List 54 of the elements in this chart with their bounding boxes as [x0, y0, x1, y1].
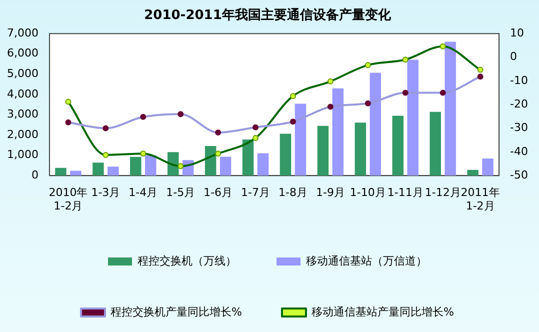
legend-label: 程控交换机产量同比增长%	[110, 305, 242, 318]
bar	[444, 42, 456, 176]
bar	[242, 139, 254, 176]
bar	[280, 134, 292, 176]
bar	[430, 112, 441, 176]
x-tick-label: 1-9月	[316, 186, 345, 200]
y-tick-label: 1,000	[6, 148, 38, 162]
bar	[317, 126, 329, 176]
bar	[467, 170, 478, 176]
bar	[370, 72, 382, 176]
x-tick-label: 1-6月	[204, 186, 233, 200]
legend-label: 程控交换机（万线）	[138, 254, 236, 268]
bar	[332, 88, 344, 176]
bar	[220, 156, 232, 176]
bar	[482, 158, 494, 176]
x-tick-label: 1-11月	[387, 186, 424, 200]
bar	[108, 166, 119, 176]
bar	[407, 60, 418, 176]
bar	[294, 104, 306, 176]
x-tick-label: 1-10月	[350, 186, 386, 200]
y2-tick-label: -50	[510, 168, 528, 182]
legend-label: 移动通信基站（万信道）	[306, 254, 427, 268]
bar	[145, 155, 156, 176]
y-tick-label: 4,000	[6, 87, 38, 100]
y2-tick-label: 10	[510, 26, 524, 40]
bar	[130, 156, 142, 176]
bar	[354, 122, 366, 176]
x-tick-label: 1-4月	[128, 186, 158, 200]
y-tick-label: 0	[31, 168, 38, 182]
y-tick-label: 3,000	[6, 108, 38, 121]
bar	[257, 153, 269, 176]
y-tick-label: 5,000	[6, 67, 38, 80]
y2-tick-label: -40	[510, 144, 528, 158]
bar	[392, 116, 404, 176]
y2-tick-label: 0	[510, 50, 518, 64]
y2-tick-label: -20	[510, 97, 528, 110]
chart-title: 2010-2011年我国主要通信设备产量变化	[144, 7, 392, 24]
x-tick-label: 2010年 1-2月	[48, 186, 88, 212]
y-tick-label: 6,000	[6, 46, 38, 60]
y2-tick-label: -10	[510, 74, 528, 87]
legend-label: 移动通信基站产量同比增长%	[312, 305, 454, 318]
x-tick-label: 1-12月	[424, 186, 461, 200]
y2-tick-label: -30	[510, 121, 528, 134]
x-tick-label: 1-3月	[91, 186, 120, 200]
y-tick-label: 2,000	[6, 128, 38, 141]
x-tick-label: 2011年 1-2月	[460, 186, 500, 212]
x-tick-label: 1-7月	[241, 186, 270, 200]
x-tick-label: 1-8月	[278, 186, 308, 200]
bar	[204, 146, 216, 176]
x-tick-label: 1-5月	[166, 186, 196, 200]
bar	[92, 162, 104, 176]
y-tick-label: 7,000	[6, 26, 38, 40]
bar	[70, 170, 82, 176]
bar	[55, 168, 66, 176]
